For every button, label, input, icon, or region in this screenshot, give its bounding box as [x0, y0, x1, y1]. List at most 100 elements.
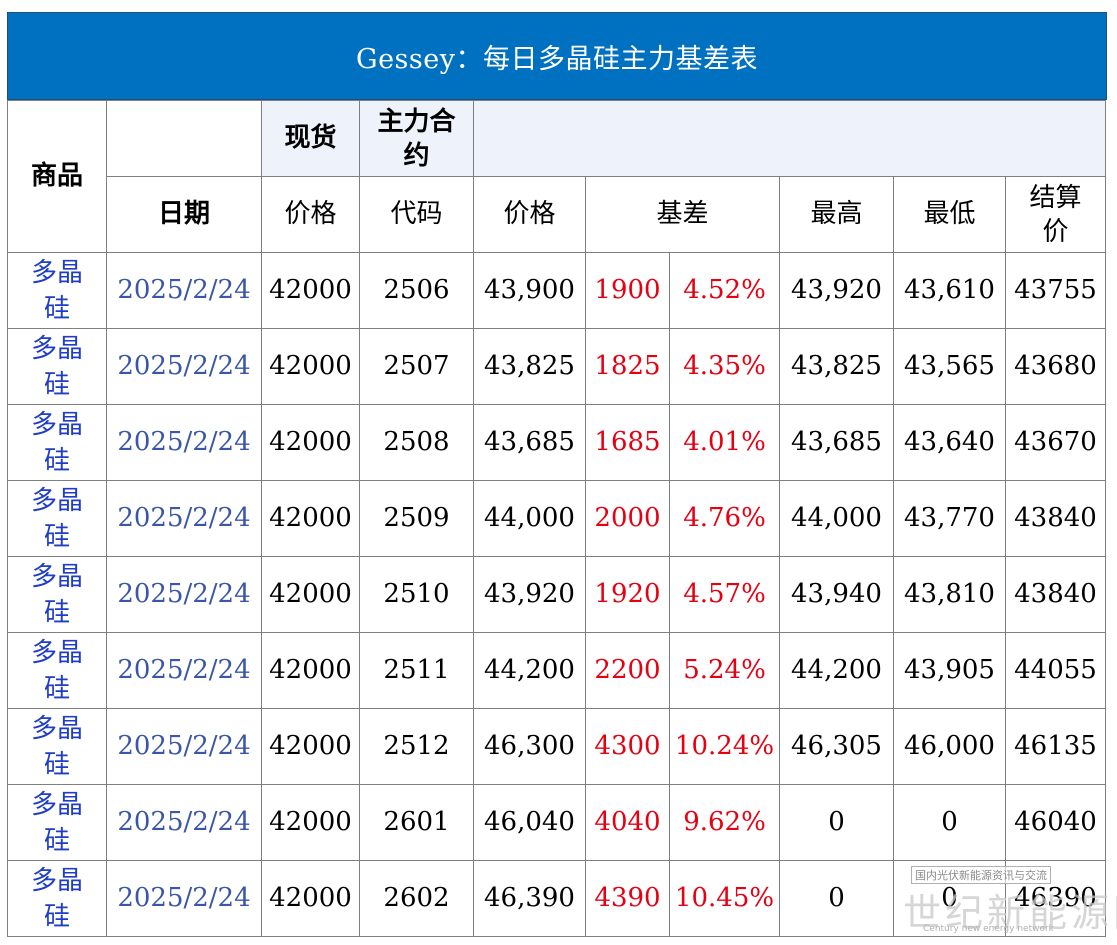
cell-futures-price: 46,390 [473, 860, 586, 937]
cell-high: 46,305 [779, 708, 894, 785]
cell-contract-code: 2506 [359, 252, 474, 329]
table-row: 多晶硅 2025/2/24 42000 2508 43,685 1685 4.01% 43,6… [7, 404, 1106, 481]
cell-low: 43,905 [893, 632, 1006, 709]
cell-spot-price: 42000 [261, 404, 360, 481]
header-spot-price: 价格 [261, 176, 360, 253]
cell-product: 多晶硅 [7, 480, 107, 557]
cell-contract-code: 2511 [359, 632, 474, 709]
cell-basis-percent: 4.35% [669, 328, 780, 405]
cell-date: 2025/2/24 [106, 404, 262, 481]
cell-settlement: 43670 [1005, 404, 1106, 481]
cell-basis: 1825 [585, 328, 670, 405]
cell-date: 2025/2/24 [106, 784, 262, 861]
cell-product: 多晶硅 [7, 556, 107, 633]
cell-spot-price: 42000 [261, 480, 360, 557]
cell-settlement: 43840 [1005, 556, 1106, 633]
table-row: 多晶硅 2025/2/24 42000 2511 44,200 2200 5.24% 44,2… [7, 632, 1106, 709]
cell-basis-percent: 4.01% [669, 404, 780, 481]
product-label: 多晶硅 [30, 637, 83, 704]
cell-contract-code: 2508 [359, 404, 474, 481]
table-row: 多晶硅 2025/2/24 42000 2507 43,825 1825 4.35% 43,8… [7, 328, 1106, 405]
cell-high: 43,920 [779, 252, 894, 329]
product-label: 多晶硅 [30, 333, 83, 400]
cell-basis: 4390 [585, 860, 670, 937]
product-label: 多晶硅 [30, 257, 83, 324]
cell-settlement: 43840 [1005, 480, 1106, 557]
product-label: 多晶硅 [30, 561, 83, 628]
header-row-2: 日期 价格 代码 价格 基差 最高 最低 结算价 [8, 176, 1106, 253]
cell-basis-percent: 10.45% [669, 860, 780, 937]
cell-basis-percent: 10.24% [669, 708, 780, 785]
product-label: 多晶硅 [30, 713, 83, 780]
cell-product: 多晶硅 [7, 632, 107, 709]
cell-spot-price: 42000 [261, 860, 360, 937]
cell-contract-code: 2602 [359, 860, 474, 937]
cell-spot-price: 42000 [261, 708, 360, 785]
header-futures-price: 价格 [473, 176, 586, 253]
table-row: 多晶硅 2025/2/24 42000 2506 43,900 1900 4.52% 43,9… [7, 252, 1106, 329]
cell-settlement: 43755 [1005, 252, 1106, 329]
cell-product: 多晶硅 [7, 328, 107, 405]
cell-contract-code: 2601 [359, 784, 474, 861]
cell-low: 43,770 [893, 480, 1006, 557]
table-row: 多晶硅 2025/2/24 42000 2602 46,390 4390 10.45% 0 0 4… [7, 860, 1106, 937]
cell-spot-price: 42000 [261, 784, 360, 861]
cell-settlement: 43680 [1005, 328, 1106, 405]
cell-basis: 2000 [585, 480, 670, 557]
cell-settlement: 44055 [1005, 632, 1106, 709]
cell-product: 多晶硅 [7, 404, 107, 481]
cell-basis: 2200 [585, 632, 670, 709]
cell-product: 多晶硅 [7, 708, 107, 785]
cell-spot-price: 42000 [261, 632, 360, 709]
cell-basis: 1685 [585, 404, 670, 481]
cell-basis: 1920 [585, 556, 670, 633]
cell-basis-percent: 9.62% [669, 784, 780, 861]
cell-low: 43,610 [893, 252, 1006, 329]
cell-basis: 4300 [585, 708, 670, 785]
cell-futures-price: 43,900 [473, 252, 586, 329]
cell-high: 43,825 [779, 328, 894, 405]
cell-futures-price: 43,685 [473, 404, 586, 481]
cell-basis-percent: 4.57% [669, 556, 780, 633]
cell-basis: 4040 [585, 784, 670, 861]
cell-contract-code: 2509 [359, 480, 474, 557]
header-row-1: 商品 现货 主力合约 [7, 100, 1106, 253]
cell-basis-percent: 4.76% [669, 480, 780, 557]
cell-product: 多晶硅 [7, 860, 107, 937]
cell-contract-code: 2510 [359, 556, 474, 633]
cell-futures-price: 46,300 [473, 708, 586, 785]
cell-futures-price: 44,200 [473, 632, 586, 709]
cell-futures-price: 43,825 [473, 328, 586, 405]
header-settlement-label: 结算价 [1029, 182, 1082, 247]
cell-high: 0 [779, 784, 894, 861]
cell-high: 44,000 [779, 480, 894, 557]
cell-low: 0 [893, 860, 1006, 937]
cell-settlement: 46040 [1005, 784, 1106, 861]
product-label: 多晶硅 [30, 865, 83, 932]
cell-settlement: 46390 [1005, 860, 1106, 937]
cell-high: 0 [779, 860, 894, 937]
cell-basis-percent: 4.52% [669, 252, 780, 329]
cell-contract-code: 2507 [359, 328, 474, 405]
cell-basis: 1900 [585, 252, 670, 329]
cell-product: 多晶硅 [7, 252, 107, 329]
header-product: 商品 [7, 100, 107, 253]
cell-high: 43,940 [779, 556, 894, 633]
product-label: 多晶硅 [30, 409, 83, 476]
cell-low: 43,565 [893, 328, 1006, 405]
header-basis: 基差 [585, 176, 780, 253]
cell-date: 2025/2/24 [106, 632, 262, 709]
cell-date: 2025/2/24 [106, 860, 262, 937]
header-low: 最低 [893, 176, 1006, 253]
cell-low: 43,640 [893, 404, 1006, 481]
cell-basis-percent: 5.24% [669, 632, 780, 709]
cell-high: 43,685 [779, 404, 894, 481]
cell-date: 2025/2/24 [106, 252, 262, 329]
header-high: 最高 [779, 176, 894, 253]
cell-spot-price: 42000 [261, 252, 360, 329]
header-blank [106, 100, 262, 177]
cell-date: 2025/2/24 [106, 556, 262, 633]
table-row: 多晶硅 2025/2/24 42000 2601 46,040 4040 9.62% 0 0 46… [7, 784, 1106, 861]
cell-spot-price: 42000 [261, 328, 360, 405]
header-date: 日期 [106, 176, 262, 253]
